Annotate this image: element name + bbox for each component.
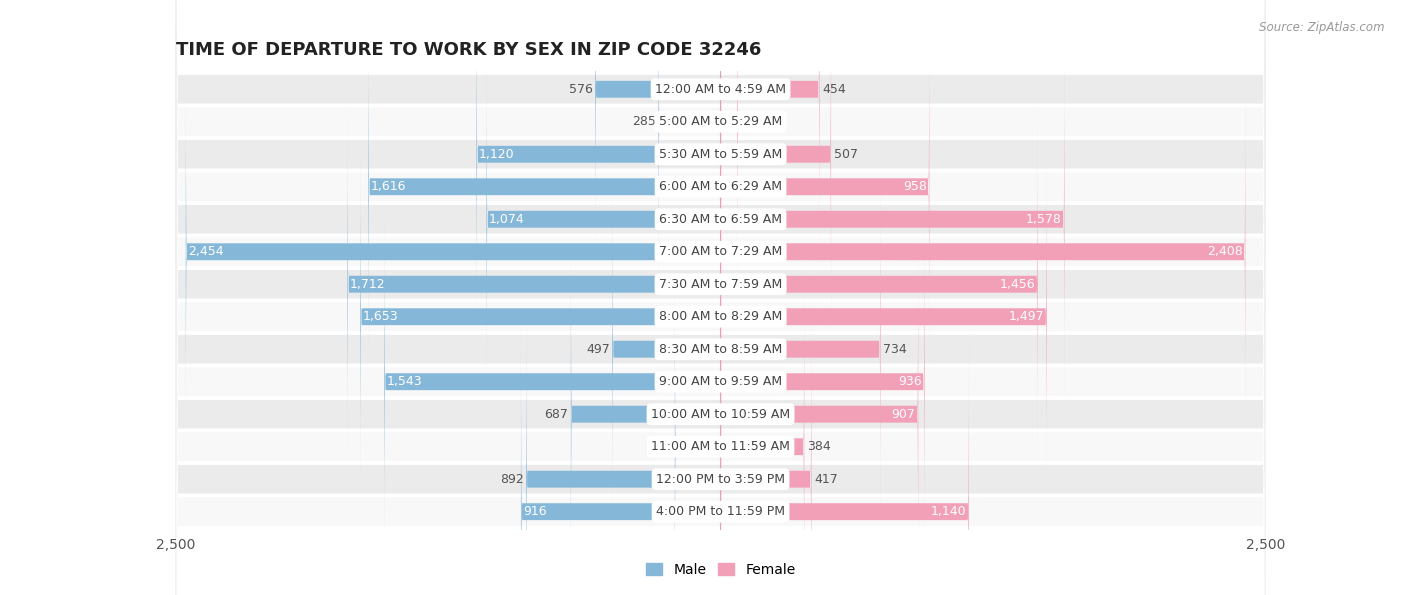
FancyBboxPatch shape (477, 0, 721, 341)
FancyBboxPatch shape (721, 0, 831, 341)
FancyBboxPatch shape (176, 0, 1265, 595)
Text: 2,408: 2,408 (1206, 245, 1243, 258)
FancyBboxPatch shape (176, 0, 1265, 530)
Text: 734: 734 (883, 343, 907, 356)
FancyBboxPatch shape (721, 293, 811, 595)
FancyBboxPatch shape (721, 0, 929, 373)
FancyBboxPatch shape (721, 325, 969, 595)
Text: 1,497: 1,497 (1008, 310, 1045, 323)
FancyBboxPatch shape (721, 33, 1064, 406)
Text: 1,578: 1,578 (1026, 213, 1062, 226)
FancyBboxPatch shape (721, 65, 1246, 439)
Text: 8:00 AM to 8:29 AM: 8:00 AM to 8:29 AM (659, 310, 782, 323)
FancyBboxPatch shape (384, 195, 721, 568)
Text: 5:30 AM to 5:59 AM: 5:30 AM to 5:59 AM (659, 148, 782, 161)
FancyBboxPatch shape (571, 228, 721, 595)
FancyBboxPatch shape (721, 260, 804, 595)
FancyBboxPatch shape (176, 0, 1265, 465)
FancyBboxPatch shape (526, 293, 721, 595)
Text: 285: 285 (631, 115, 655, 129)
Text: 892: 892 (499, 472, 523, 486)
Text: 11:00 AM to 11:59 AM: 11:00 AM to 11:59 AM (651, 440, 790, 453)
FancyBboxPatch shape (360, 130, 721, 503)
FancyBboxPatch shape (721, 228, 918, 595)
Text: 454: 454 (823, 83, 846, 96)
Text: 79: 79 (741, 115, 756, 129)
Text: 9:00 AM to 9:59 AM: 9:00 AM to 9:59 AM (659, 375, 782, 388)
Text: TIME OF DEPARTURE TO WORK BY SEX IN ZIP CODE 32246: TIME OF DEPARTURE TO WORK BY SEX IN ZIP … (176, 40, 761, 59)
FancyBboxPatch shape (176, 136, 1265, 595)
FancyBboxPatch shape (176, 0, 1265, 595)
Text: 8:30 AM to 8:59 AM: 8:30 AM to 8:59 AM (659, 343, 782, 356)
FancyBboxPatch shape (176, 0, 1265, 595)
FancyBboxPatch shape (721, 0, 820, 275)
FancyBboxPatch shape (186, 65, 721, 439)
FancyBboxPatch shape (368, 0, 721, 373)
FancyBboxPatch shape (595, 0, 721, 275)
FancyBboxPatch shape (612, 162, 721, 536)
Text: 417: 417 (814, 472, 838, 486)
Text: 7:00 AM to 7:29 AM: 7:00 AM to 7:29 AM (659, 245, 782, 258)
Text: 12:00 AM to 4:59 AM: 12:00 AM to 4:59 AM (655, 83, 786, 96)
Text: 687: 687 (544, 408, 568, 421)
Text: 907: 907 (891, 408, 915, 421)
Text: 1,543: 1,543 (387, 375, 423, 388)
Text: 507: 507 (834, 148, 858, 161)
Text: 10:00 AM to 10:59 AM: 10:00 AM to 10:59 AM (651, 408, 790, 421)
FancyBboxPatch shape (721, 130, 1047, 503)
Text: 1,456: 1,456 (1000, 278, 1035, 291)
FancyBboxPatch shape (721, 0, 738, 308)
Text: 6:00 AM to 6:29 AM: 6:00 AM to 6:29 AM (659, 180, 782, 193)
FancyBboxPatch shape (176, 0, 1265, 562)
FancyBboxPatch shape (176, 0, 1265, 595)
Text: 1,653: 1,653 (363, 310, 398, 323)
Text: 576: 576 (568, 83, 592, 96)
Legend: Male, Female: Male, Female (640, 557, 801, 582)
Text: 2,454: 2,454 (188, 245, 224, 258)
Text: 384: 384 (807, 440, 831, 453)
Text: 497: 497 (586, 343, 610, 356)
FancyBboxPatch shape (721, 162, 880, 536)
FancyBboxPatch shape (347, 98, 721, 471)
FancyBboxPatch shape (721, 195, 925, 568)
FancyBboxPatch shape (486, 33, 721, 406)
Text: Source: ZipAtlas.com: Source: ZipAtlas.com (1260, 21, 1385, 34)
Text: 1,616: 1,616 (371, 180, 406, 193)
FancyBboxPatch shape (176, 0, 1265, 595)
Text: 5:00 AM to 5:29 AM: 5:00 AM to 5:29 AM (659, 115, 782, 129)
Text: 916: 916 (523, 505, 547, 518)
Text: 936: 936 (898, 375, 922, 388)
FancyBboxPatch shape (675, 260, 721, 595)
Text: 1,074: 1,074 (489, 213, 524, 226)
Text: 1,140: 1,140 (931, 505, 966, 518)
Text: 4:00 PM to 11:59 PM: 4:00 PM to 11:59 PM (657, 505, 785, 518)
FancyBboxPatch shape (176, 0, 1265, 497)
FancyBboxPatch shape (176, 6, 1265, 595)
Text: 6:30 AM to 6:59 AM: 6:30 AM to 6:59 AM (659, 213, 782, 226)
FancyBboxPatch shape (658, 0, 721, 308)
FancyBboxPatch shape (176, 104, 1265, 595)
FancyBboxPatch shape (721, 98, 1038, 471)
Text: 1,712: 1,712 (350, 278, 385, 291)
Text: 12:00 PM to 3:59 PM: 12:00 PM to 3:59 PM (657, 472, 785, 486)
Text: 210: 210 (648, 440, 672, 453)
Text: 958: 958 (903, 180, 927, 193)
FancyBboxPatch shape (522, 325, 721, 595)
Text: 1,120: 1,120 (479, 148, 515, 161)
Text: 7:30 AM to 7:59 AM: 7:30 AM to 7:59 AM (659, 278, 782, 291)
FancyBboxPatch shape (176, 71, 1265, 595)
FancyBboxPatch shape (176, 39, 1265, 595)
